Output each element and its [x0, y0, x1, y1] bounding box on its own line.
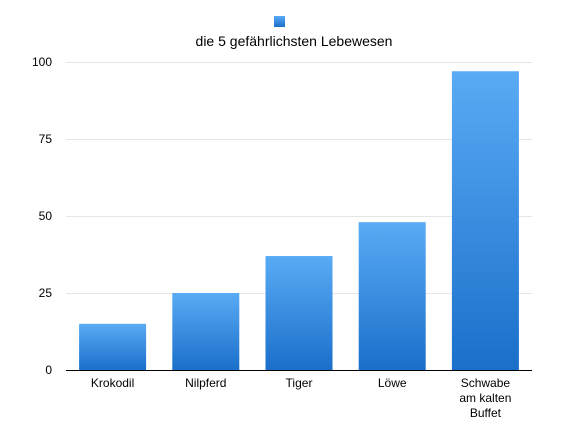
x-tick-label: Nilpferd — [185, 376, 226, 390]
legend — [274, 16, 285, 27]
bar-4 — [451, 71, 519, 371]
y-tick-label: 50 — [39, 209, 53, 223]
x-tick-label-line: Krokodil — [91, 376, 134, 390]
bar-1 — [172, 293, 240, 370]
x-tick-label-line: Schwabe — [461, 376, 511, 390]
x-tick-label: Löwe — [378, 376, 407, 390]
bar-2 — [265, 256, 333, 370]
x-tick-label-line: Löwe — [378, 376, 407, 390]
bar-3 — [358, 222, 426, 370]
x-axis-labels: Krokodil Nilpferd Tiger Löwe Schwabe am kalte… — [91, 376, 511, 420]
x-tick-label: Schwabe am kalten Buffet — [459, 376, 511, 420]
y-tick-label: 0 — [45, 363, 52, 377]
x-tick-label-line: Tiger — [286, 376, 313, 390]
y-tick-label: 100 — [32, 55, 52, 69]
bars — [79, 71, 519, 371]
y-tick-label: 25 — [39, 286, 53, 300]
bar-0 — [79, 323, 147, 370]
x-tick-label-line: am kalten — [459, 391, 511, 405]
y-axis-ticks: 0 25 50 75 100 — [32, 55, 52, 377]
x-tick-label-line: Buffet — [470, 406, 502, 420]
x-tick-label: Krokodil — [91, 376, 134, 390]
x-tick-label: Tiger — [286, 376, 313, 390]
y-tick-label: 75 — [39, 132, 53, 146]
chart-title: die 5 gefährlichsten Lebewesen — [196, 33, 393, 49]
x-tick-label-line: Nilpferd — [185, 376, 226, 390]
legend-swatch — [274, 16, 285, 27]
